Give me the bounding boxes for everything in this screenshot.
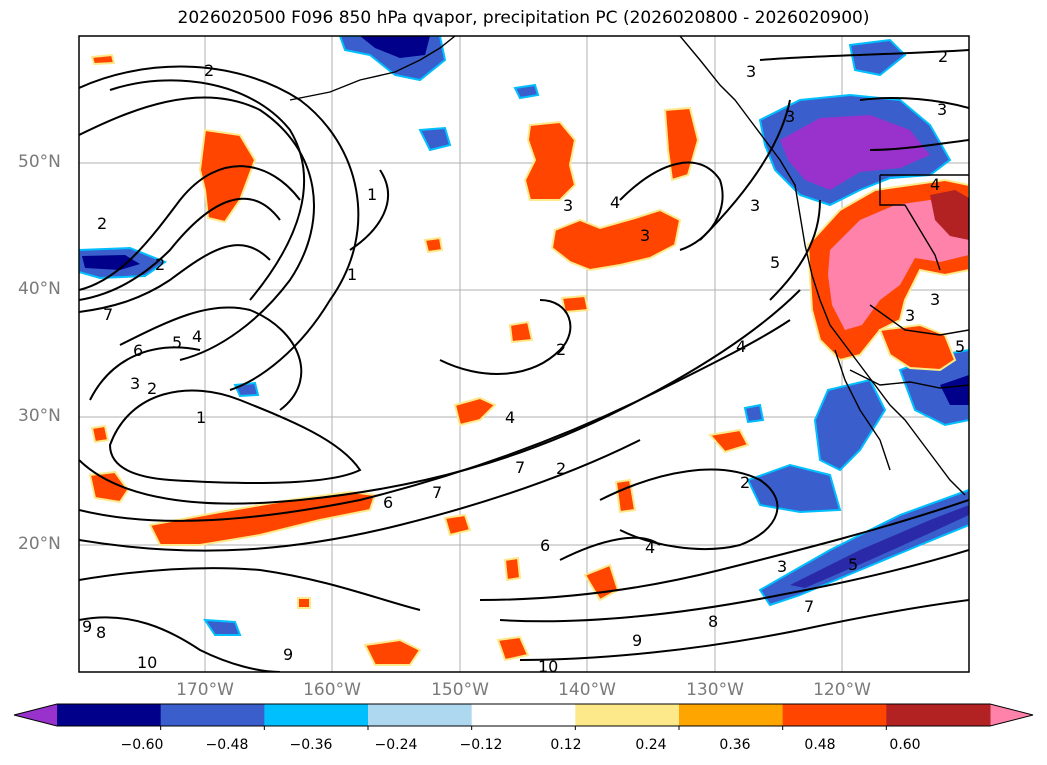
contour-label: 4 xyxy=(192,327,202,346)
colorbar-tick-label: 0.60 xyxy=(889,737,921,753)
contour-label: 4 xyxy=(645,538,655,557)
contour-label: 2 xyxy=(147,379,157,398)
contour-label: 6 xyxy=(540,536,550,555)
colorbar-tick-label: −0.12 xyxy=(459,737,503,753)
contour-label: 2 xyxy=(938,47,948,66)
colorbar-box xyxy=(368,704,473,726)
lat-label-40n: 40°N xyxy=(18,279,61,299)
lon-label-140w: 140°W xyxy=(558,680,616,700)
contour-label: 1 xyxy=(347,265,357,284)
contour-label: 10 xyxy=(137,653,157,672)
contour-label: 2 xyxy=(155,255,165,274)
contour-label: 6 xyxy=(133,341,143,360)
contour-label: 2 xyxy=(556,459,566,478)
contour-label: 3 xyxy=(750,196,760,215)
lon-label-150w: 150°W xyxy=(431,680,489,700)
contour-label-group: 2 2 3 3 2 3 2 1 1 3 3 3 5 3 4 4 3 2 5 4 … xyxy=(82,47,965,676)
contour-label: 1 xyxy=(196,408,206,427)
positive-precip-areas xyxy=(88,53,969,666)
contour-label: 4 xyxy=(736,337,746,356)
colorbar-extend-right xyxy=(990,704,1033,726)
contour-label: 5 xyxy=(172,333,182,352)
contour-label: 3 xyxy=(746,62,756,81)
colorbar-tick-label: 0.36 xyxy=(719,737,751,753)
lon-label-160w: 160°W xyxy=(303,680,361,700)
contour-label: 7 xyxy=(515,458,525,477)
contour-label: 4 xyxy=(505,408,515,427)
colorbar-tick-label: 0.24 xyxy=(635,737,667,753)
contour-label: 3 xyxy=(930,290,940,309)
colorbar-tick-label: −0.36 xyxy=(289,737,333,753)
contour-label: 9 xyxy=(283,645,293,664)
contour-label: 2 xyxy=(740,473,750,492)
contour-label: 6 xyxy=(383,493,393,512)
contour-label: 3 xyxy=(785,107,795,126)
contour-label: 3 xyxy=(563,196,573,215)
colorbar-tick-label: −0.60 xyxy=(120,737,164,753)
contour-label: 3 xyxy=(777,557,787,576)
lat-label-30n: 30°N xyxy=(18,406,61,426)
colorbar-box xyxy=(264,704,369,726)
contour-label: 9 xyxy=(82,617,92,636)
colorbar-box xyxy=(471,704,576,726)
colorbar-extend-left xyxy=(14,704,57,726)
lon-label-170w: 170°W xyxy=(176,680,234,700)
contour-label: 2 xyxy=(204,61,214,80)
contour-label: 7 xyxy=(804,597,814,616)
contour-label: 9 xyxy=(632,631,642,650)
negative-precip-areas xyxy=(79,36,969,636)
map-frame xyxy=(78,35,970,673)
lat-label-20n: 20°N xyxy=(18,534,61,554)
contour-label: 5 xyxy=(770,253,780,272)
colorbar-outline xyxy=(13,703,1034,727)
contour-label: 10 xyxy=(538,657,558,676)
contour-label: 5 xyxy=(955,337,965,356)
map-title: 2026020500 F096 850 hPa qvapor, precipit… xyxy=(177,8,870,28)
colorbar-tick-label: −0.24 xyxy=(374,737,418,753)
contour-label: 2 xyxy=(556,340,566,359)
contour-label: 7 xyxy=(432,483,442,502)
colorbar-box xyxy=(679,704,784,726)
lon-label-130w: 130°W xyxy=(686,680,744,700)
contour-label: 4 xyxy=(610,193,620,212)
contour-label: 1 xyxy=(367,185,377,204)
colorbar-tick-label: −0.48 xyxy=(205,737,249,753)
colorbar-box xyxy=(782,704,887,726)
contour-label: 3 xyxy=(937,100,947,119)
contour-label: 7 xyxy=(103,305,113,324)
colorbar-box xyxy=(57,704,162,726)
colorbar-box xyxy=(575,704,680,726)
contour-label: 3 xyxy=(905,306,915,325)
colorbar-tick-label: 0.12 xyxy=(550,737,582,753)
colorbar-box xyxy=(160,704,265,726)
lon-label-120w: 120°W xyxy=(813,680,871,700)
colorbar-box xyxy=(886,704,991,726)
contour-label: 3 xyxy=(640,226,650,245)
contour-label: 8 xyxy=(96,623,106,642)
contour-label: 3 xyxy=(130,374,140,393)
colorbar xyxy=(13,703,1034,730)
contour-label: 4 xyxy=(930,175,940,194)
contour-label: 8 xyxy=(708,612,718,631)
contour-label: 5 xyxy=(848,555,858,574)
contour-label: 2 xyxy=(97,214,107,233)
lat-label-50n: 50°N xyxy=(18,152,61,172)
coastlines xyxy=(289,36,969,496)
contour-lines xyxy=(79,49,969,672)
colorbar-tick-label: 0.48 xyxy=(804,737,836,753)
